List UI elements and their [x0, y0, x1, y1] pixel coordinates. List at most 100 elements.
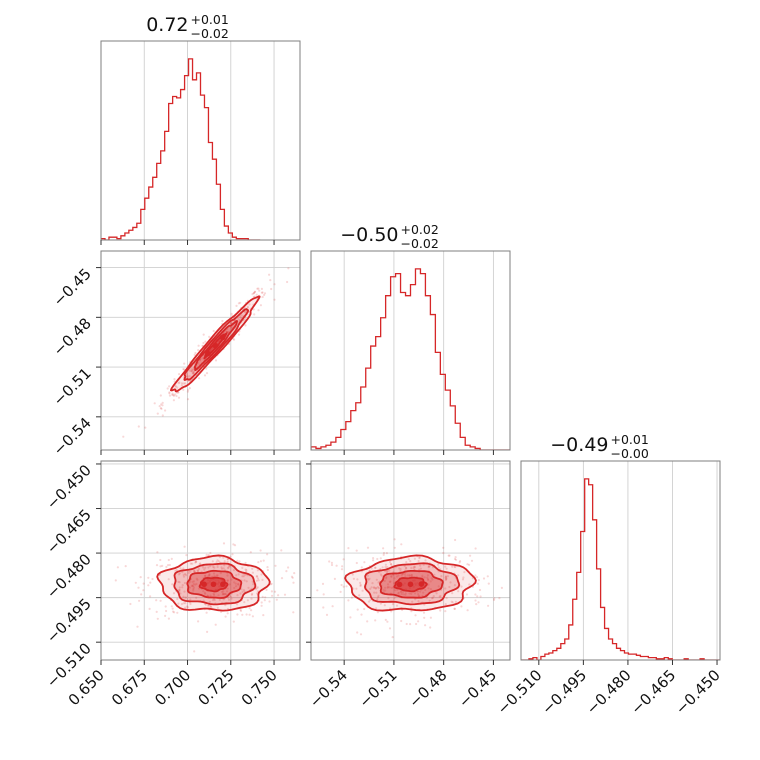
- scatter-point: [181, 584, 184, 587]
- scatter-point: [478, 588, 482, 592]
- scatter-point: [397, 574, 400, 577]
- scatter-point: [444, 603, 447, 606]
- panel-title-1: −0.50 +0.02−0.02: [340, 222, 439, 251]
- scatter-point: [391, 603, 395, 606]
- scatter-point: [453, 584, 456, 587]
- scatter-point: [137, 586, 140, 589]
- grid-lines: [100, 41, 275, 240]
- scatter-point: [352, 577, 355, 580]
- scatter-point: [444, 576, 447, 579]
- scatter-point: [263, 292, 267, 295]
- scatter-point: [414, 592, 417, 595]
- scatter-point: [374, 566, 377, 569]
- scatter-point: [377, 581, 380, 584]
- scatter-point: [187, 570, 190, 573]
- scatter-point: [172, 592, 176, 595]
- scatter-point: [239, 301, 242, 304]
- scatter-point: [161, 414, 164, 417]
- scatter-point: [172, 610, 175, 613]
- scatter-point: [155, 610, 158, 614]
- scatter-point: [413, 566, 416, 569]
- scatter-point: [246, 305, 250, 308]
- scatter-point: [259, 304, 262, 307]
- scatter-point: [461, 578, 465, 581]
- scatter-point: [285, 570, 288, 573]
- scatter-point: [183, 581, 186, 585]
- scatter-point: [250, 597, 253, 600]
- scatter-point: [186, 606, 189, 609]
- scatter-point: [226, 579, 229, 582]
- scatter-point: [366, 620, 369, 623]
- scatter-point: [140, 593, 143, 596]
- scatter-point: [256, 577, 259, 580]
- scatter-point: [383, 604, 386, 607]
- scatter-point: [373, 591, 376, 594]
- scatter-point: [273, 590, 277, 593]
- scatter-point: [201, 357, 204, 360]
- scatter-point: [159, 394, 162, 397]
- y-tick-label: −0.450: [43, 461, 95, 513]
- scatter-point: [386, 586, 389, 589]
- scatter-point: [400, 574, 403, 577]
- scatter-point: [459, 560, 462, 563]
- scatter-point: [430, 597, 434, 600]
- scatter-point: [251, 293, 254, 296]
- scatter-point: [181, 586, 184, 589]
- scatter-point: [226, 574, 229, 577]
- scatter-point: [335, 564, 338, 567]
- scatter-point: [246, 306, 249, 309]
- scatter-point: [257, 287, 260, 290]
- scatter-point: [330, 563, 334, 567]
- scatter-point: [205, 372, 209, 375]
- scatter-point: [328, 560, 331, 563]
- scatter-point: [382, 551, 386, 555]
- scatter-point: [238, 318, 241, 321]
- scatter-point: [256, 586, 259, 589]
- scatter-point: [181, 571, 184, 574]
- scatter-point: [173, 611, 176, 614]
- scatter-point: [188, 581, 191, 584]
- scatter-point: [167, 617, 170, 620]
- scatter-point: [215, 561, 218, 564]
- scatter-point: [191, 372, 194, 375]
- scatter-point: [175, 394, 178, 398]
- scatter-point: [226, 566, 230, 570]
- scatter-point: [229, 322, 232, 325]
- scatter-point: [205, 553, 208, 556]
- scatter-point: [390, 575, 393, 578]
- scatter-point: [224, 592, 227, 596]
- scatter-point: [199, 562, 202, 565]
- scatter-point: [221, 319, 224, 323]
- scatter-point: [138, 599, 141, 602]
- scatter-point: [404, 593, 407, 596]
- scatter-point: [376, 586, 379, 589]
- scatter-point: [250, 609, 253, 612]
- panel-r1-c1: [310, 250, 511, 455]
- scatter-point: [144, 426, 147, 429]
- scatter-point: [153, 402, 156, 405]
- scatter-point: [254, 588, 258, 591]
- scatter-point: [241, 613, 244, 616]
- y-tick-label: −0.48: [50, 314, 95, 359]
- scatter-point: [202, 566, 205, 569]
- scatter-point: [442, 551, 445, 555]
- scatter-point: [242, 575, 245, 578]
- scatter-point: [217, 594, 220, 597]
- scatter-point: [209, 551, 212, 555]
- scatter-point: [256, 575, 259, 578]
- scatter-point: [222, 567, 225, 570]
- scatter-point: [251, 592, 254, 595]
- scatter-point: [197, 567, 200, 571]
- scatter-point: [217, 560, 220, 563]
- scatter-point: [486, 575, 489, 578]
- scatter-point: [363, 607, 366, 611]
- scatter-point: [208, 574, 211, 577]
- scatter-point: [191, 562, 194, 565]
- scatter-point: [259, 560, 262, 563]
- scatter-point: [213, 566, 216, 569]
- scatter-point: [147, 576, 150, 579]
- scatter-point: [222, 542, 226, 545]
- scatter-point: [367, 578, 370, 581]
- scatter-point: [231, 553, 234, 556]
- scatter-point: [243, 310, 246, 314]
